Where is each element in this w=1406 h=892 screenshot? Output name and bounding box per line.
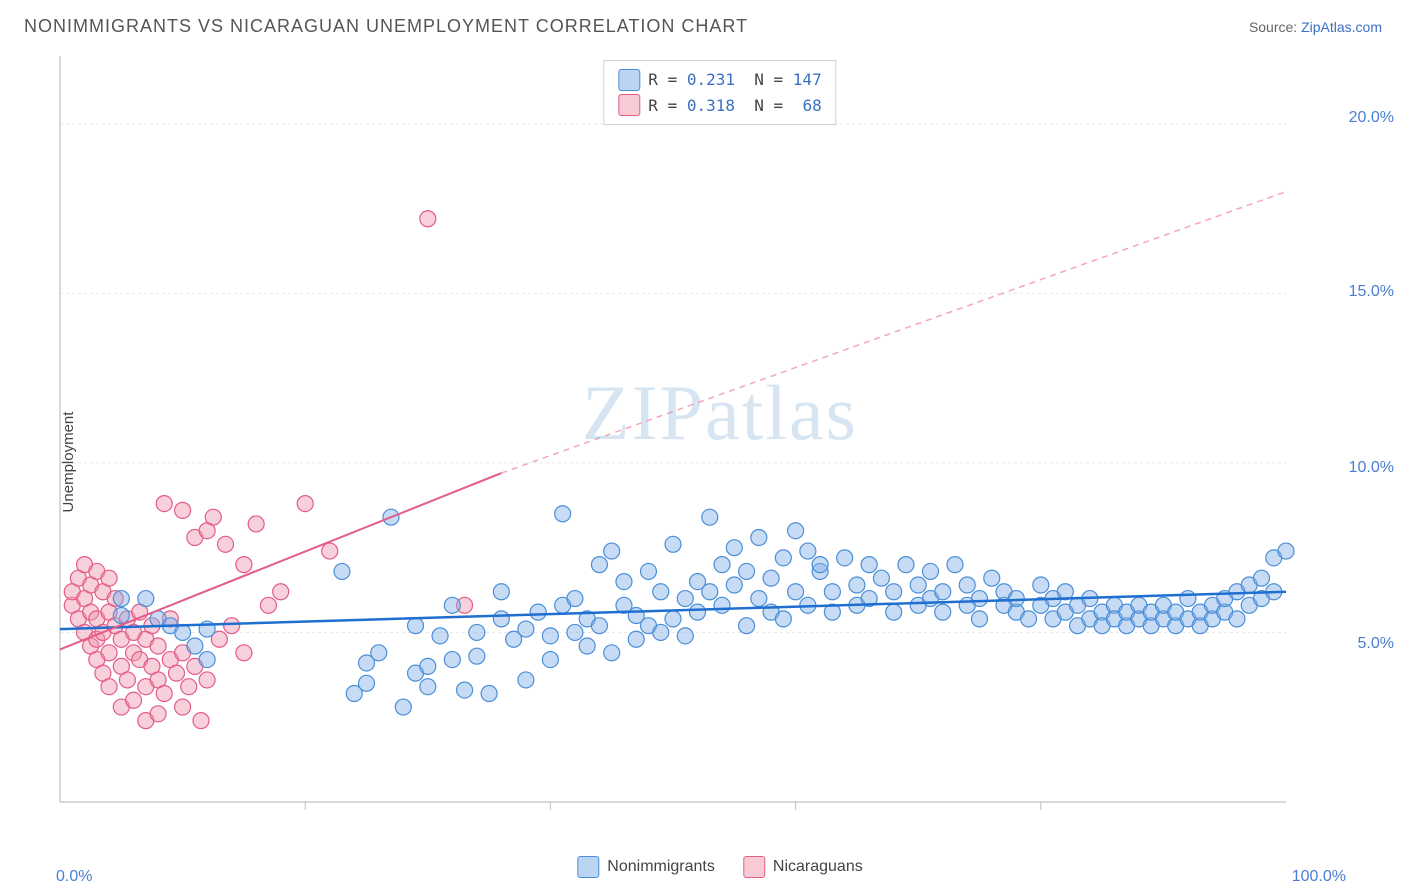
swatch-blue-icon bbox=[577, 856, 599, 878]
chart-title: NONIMMIGRANTS VS NICARAGUAN UNEMPLOYMENT… bbox=[24, 16, 748, 37]
y-tick-10: 10.0% bbox=[1349, 459, 1394, 477]
legend-item-blue: Nonimmigrants bbox=[577, 856, 715, 878]
y-tick-5: 5.0% bbox=[1358, 635, 1394, 653]
y-tick-15: 15.0% bbox=[1349, 283, 1394, 301]
stats-row-blue: R = 0.231 N = 147 bbox=[618, 67, 821, 93]
header: NONIMMIGRANTS VS NICARAGUAN UNEMPLOYMENT… bbox=[0, 0, 1406, 45]
stats-row-pink: R = 0.318 N = 68 bbox=[618, 93, 821, 119]
series-legend: Nonimmigrants Nicaraguans bbox=[577, 856, 862, 878]
swatch-pink-icon bbox=[743, 856, 765, 878]
swatch-pink-icon bbox=[618, 94, 640, 116]
legend-item-pink: Nicaraguans bbox=[743, 856, 863, 878]
swatch-blue-icon bbox=[618, 69, 640, 91]
y-axis-label: Unemployment bbox=[60, 412, 77, 513]
source-link[interactable]: ZipAtlas.com bbox=[1301, 19, 1382, 35]
scatter-plot bbox=[56, 52, 1346, 832]
chart-area: Unemployment R = 0.231 N = 147 R = 0.318… bbox=[50, 52, 1390, 872]
source-attribution: Source: ZipAtlas.com bbox=[1249, 19, 1382, 35]
y-tick-20: 20.0% bbox=[1349, 109, 1394, 127]
stats-legend: R = 0.231 N = 147 R = 0.318 N = 68 bbox=[603, 60, 836, 125]
x-axis-max-label: 100.0% bbox=[1292, 868, 1346, 886]
x-axis-min-label: 0.0% bbox=[56, 868, 92, 886]
